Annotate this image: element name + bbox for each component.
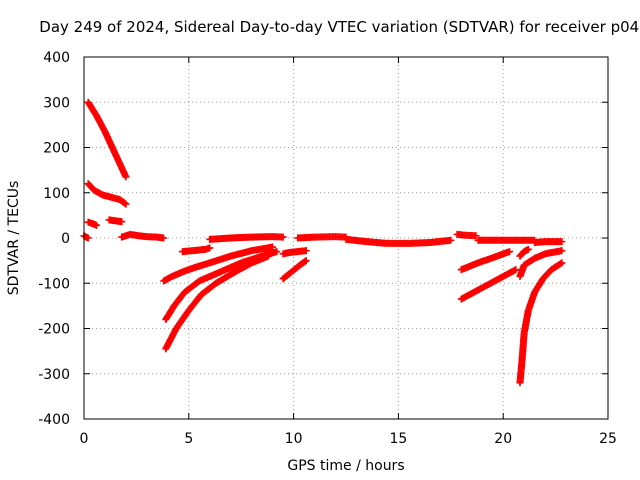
series-arc-19	[474, 236, 539, 244]
data-point	[279, 233, 287, 241]
data-point	[273, 248, 281, 256]
series-arc-15	[342, 235, 455, 247]
y-tick-label: -100	[38, 276, 70, 292]
x-tick-label: 15	[389, 431, 407, 447]
series-arc-12	[279, 247, 310, 258]
series-arc-16	[453, 230, 480, 240]
y-tick-label: -200	[38, 322, 70, 338]
data-point	[558, 247, 566, 255]
series-arc-17	[457, 266, 520, 303]
series-arc-11	[206, 233, 287, 243]
y-tick-label: 200	[43, 141, 70, 157]
data-point	[118, 218, 126, 226]
data-point	[505, 248, 513, 256]
series-arc-13	[279, 257, 310, 283]
data-point	[93, 221, 101, 229]
chart-title: Day 249 of 2024, Sidereal Day-to-day VTE…	[39, 18, 640, 36]
ticks-layer: 0 5 10 15 20 25 -400 -300 -200 -100 0 100 200 300 400	[38, 50, 617, 447]
y-axis-label: SDTVAR / TECUs	[6, 181, 22, 296]
data-point	[302, 257, 310, 265]
data-point	[122, 200, 130, 208]
series-arc-22	[531, 238, 566, 247]
y-tick-label: 300	[43, 95, 70, 111]
y-tick-label: -400	[38, 412, 70, 428]
data-point	[447, 236, 455, 244]
series-arc-7	[160, 243, 277, 285]
data-point	[206, 244, 214, 252]
series-arc-3	[84, 218, 101, 229]
x-tick-label: 25	[599, 431, 617, 447]
y-tick-label: -300	[38, 367, 70, 383]
series-arc-9	[162, 252, 272, 353]
x-tick-label: 5	[184, 431, 193, 447]
series-arc-6	[118, 230, 168, 242]
x-axis-label: GPS time / hours	[287, 458, 404, 474]
series-arc-20	[516, 259, 566, 387]
series-arc-18	[457, 248, 513, 274]
y-tick-label: 100	[43, 186, 70, 202]
data-point	[512, 266, 520, 274]
x-tick-label: 0	[80, 431, 89, 447]
y-tick-label: 0	[61, 231, 70, 247]
series-arc-5	[80, 232, 92, 242]
data-point	[160, 234, 168, 242]
x-tick-label: 20	[494, 431, 512, 447]
data-point	[558, 238, 566, 246]
data-point	[524, 245, 532, 253]
series-arc-10	[179, 244, 214, 256]
data-point	[122, 173, 130, 181]
series-arc-1	[84, 98, 130, 181]
data-point	[264, 252, 272, 260]
data-point	[302, 247, 310, 255]
series-arc-2	[84, 180, 130, 208]
data-point	[84, 234, 92, 242]
plot-frame	[83, 56, 609, 420]
series-arc-14	[294, 233, 350, 242]
points-layer	[80, 98, 566, 387]
series-arc-21	[516, 247, 566, 280]
series-arc-23	[516, 245, 532, 260]
data-point	[558, 259, 566, 267]
y-tick-label: 400	[43, 50, 70, 66]
data-point	[472, 232, 480, 240]
series-arc-4	[105, 216, 126, 226]
x-tick-label: 10	[285, 431, 303, 447]
